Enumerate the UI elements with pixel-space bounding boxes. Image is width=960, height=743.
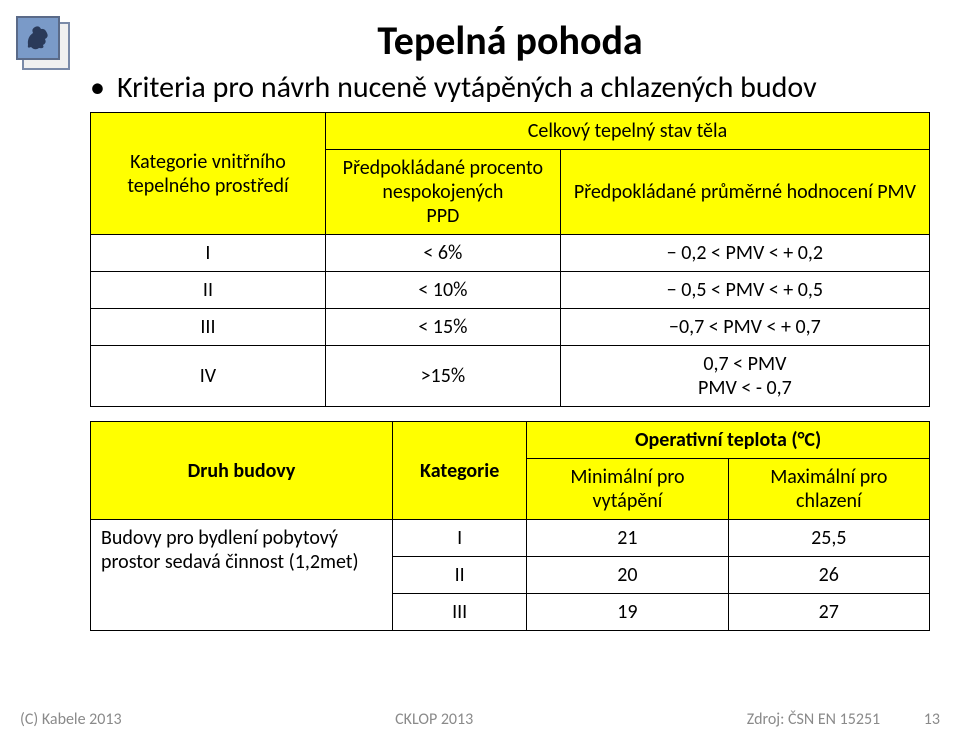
bullet-icon: •	[90, 73, 105, 103]
t2-max: 26	[728, 557, 929, 594]
t2-min: 20	[527, 557, 728, 594]
t1-ppd: < 10%	[325, 272, 560, 309]
t1-cat: III	[91, 309, 326, 346]
footer-right: Zdroj: ČSN EN 15251 13	[747, 710, 940, 729]
t2-min: 21	[527, 520, 728, 557]
footer-source: Zdroj: ČSN EN 15251	[747, 710, 880, 729]
t1-cat: I	[91, 235, 326, 272]
footer-center: CKLOP 2013	[122, 710, 747, 729]
table-row: I < 6% − 0,2 < PMV < + 0,2	[91, 235, 930, 272]
t2-max: 27	[728, 594, 929, 631]
t1-col2-head: Předpokládané procento nespokojených PPD	[325, 150, 560, 235]
lion-icon	[23, 23, 53, 53]
subtitle-text: Kriteria pro návrh nuceně vytápěných a c…	[117, 69, 817, 106]
t1-pmv: − 0,2 < PMV < + 0,2	[560, 235, 929, 272]
table-row: III < 15% −0,7 < PMV < + 0,7	[91, 309, 930, 346]
t1-col3-head: Předpokládané průměrné hodnocení PMV	[560, 150, 929, 235]
footer-left: (C) Kabele 2013	[20, 710, 122, 729]
page-number: 13	[924, 710, 940, 729]
subtitle-row: • Kriteria pro návrh nuceně vytápěných a…	[90, 69, 930, 106]
t1-cat: II	[91, 272, 326, 309]
t2-cat: II	[393, 557, 527, 594]
t2-min: 19	[527, 594, 728, 631]
t1-pmv: −0,7 < PMV < + 0,7	[560, 309, 929, 346]
t1-rowhead: Kategorie vnitřního tepelného prostředí	[91, 113, 326, 235]
t2-cat: III	[393, 594, 527, 631]
t1-cat: IV	[91, 346, 326, 407]
spacer	[90, 407, 930, 421]
t1-pmv: − 0,5 < PMV < + 0,5	[560, 272, 929, 309]
table-row: Budovy pro bydlení pobytový prostor seda…	[91, 520, 930, 557]
t1-superhead: Celkový tepelný stav těla	[325, 113, 929, 150]
t2-building: Budovy pro bydlení pobytový prostor seda…	[91, 520, 393, 631]
t2-col4-sub: Maximální pro chlazení	[728, 459, 929, 520]
footer: (C) Kabele 2013 CKLOP 2013 Zdroj: ČSN EN…	[20, 710, 940, 729]
criteria-table: Kategorie vnitřního tepelného prostředí …	[90, 112, 930, 407]
table-row: IV >15% 0,7 < PMV PMV < - 0,7	[91, 346, 930, 407]
t2-cat: I	[393, 520, 527, 557]
t2-col34-head: Operativní teplota (°C)	[527, 422, 930, 459]
t2-max: 25,5	[728, 520, 929, 557]
operating-temp-table: Druh budovy Kategorie Operativní teplota…	[90, 421, 930, 631]
logo	[16, 16, 72, 72]
slide-content: Tepelná pohoda • Kriteria pro návrh nuce…	[90, 16, 930, 631]
t1-pmv: 0,7 < PMV PMV < - 0,7	[560, 346, 929, 407]
t2-col2-head: Kategorie	[393, 422, 527, 520]
t1-ppd: >15%	[325, 346, 560, 407]
table-row: II < 10% − 0,5 < PMV < + 0,5	[91, 272, 930, 309]
logo-frame-inner	[16, 16, 60, 60]
t2-col1-head: Druh budovy	[91, 422, 393, 520]
t2-col3-sub: Minimální pro vytápění	[527, 459, 728, 520]
t1-ppd: < 6%	[325, 235, 560, 272]
page-title: Tepelná pohoda	[90, 16, 930, 65]
t1-ppd: < 15%	[325, 309, 560, 346]
